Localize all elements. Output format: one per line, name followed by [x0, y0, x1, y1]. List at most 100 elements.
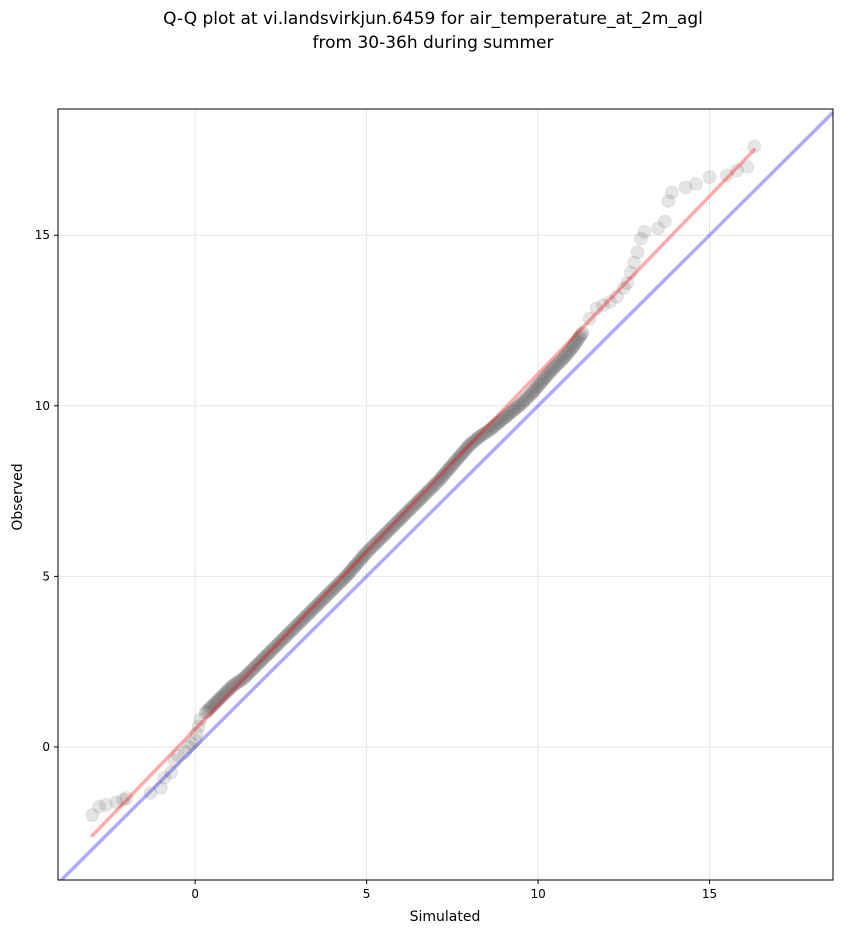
data-point: [380, 525, 395, 540]
data-point: [364, 541, 379, 556]
data-point: [472, 429, 487, 444]
data-point: [456, 445, 471, 460]
data-point: [167, 753, 182, 768]
data-point: [547, 360, 562, 375]
data-point: [719, 168, 734, 183]
data-point: [258, 649, 273, 664]
data-point: [557, 349, 572, 364]
data-point: [462, 438, 477, 453]
data-point: [393, 511, 408, 526]
data-point: [234, 672, 249, 687]
data-point: [318, 589, 333, 604]
data-point: [217, 686, 232, 701]
data-point: [539, 368, 554, 383]
y-axis-label: Observed: [10, 463, 26, 530]
data-point: [206, 697, 221, 712]
data-point: [491, 415, 506, 430]
data-point: [596, 298, 611, 313]
data-point: [516, 394, 531, 409]
data-point: [412, 492, 427, 507]
data-point: [566, 339, 581, 354]
data-point: [374, 530, 389, 545]
plot-area: [58, 111, 833, 880]
data-point: [330, 578, 345, 593]
data-point: [434, 470, 449, 485]
data-point: [469, 431, 484, 446]
data-point: [261, 646, 276, 661]
data-point: [268, 639, 283, 654]
data-point: [221, 682, 236, 697]
data-point: [213, 690, 228, 705]
data-point: [372, 532, 387, 547]
data-point: [431, 473, 446, 488]
data-point: [573, 328, 588, 343]
data-point: [227, 677, 242, 692]
data-point: [342, 564, 357, 579]
data-point: [651, 221, 666, 236]
data-point: [348, 558, 363, 573]
data-point: [214, 689, 229, 704]
data-point: [311, 597, 326, 612]
data-point: [529, 380, 544, 395]
data-point: [253, 654, 268, 669]
data-point: [555, 352, 570, 367]
data-point: [378, 526, 393, 541]
data-point: [85, 808, 100, 823]
chart-title-line-2: from 30-36h during summer: [313, 33, 554, 53]
data-point: [247, 660, 262, 675]
data-point: [203, 700, 218, 715]
data-point: [571, 332, 586, 347]
data-point: [466, 434, 481, 449]
data-point: [630, 245, 645, 260]
data-point: [497, 410, 512, 425]
data-point: [459, 441, 474, 456]
data-point: [275, 632, 290, 647]
data-point: [582, 311, 597, 326]
data-point: [252, 655, 267, 670]
data-point: [481, 423, 496, 438]
data-point: [236, 671, 251, 686]
data-point: [240, 667, 255, 682]
data-point: [341, 566, 356, 581]
data-point: [344, 563, 359, 578]
data-point: [438, 466, 453, 481]
data-point: [424, 481, 439, 496]
data-point: [511, 399, 526, 414]
data-point: [519, 391, 534, 406]
data-point: [259, 648, 274, 663]
data-point: [543, 364, 558, 379]
data-point: [319, 588, 334, 603]
data-point: [546, 361, 561, 376]
data-point: [164, 765, 179, 780]
data-point: [314, 594, 329, 609]
x-tick-label: 10: [530, 887, 545, 901]
data-point: [216, 688, 231, 703]
axis-ticks: 0 5 10 15 0 5 10 15: [35, 228, 717, 901]
data-point: [565, 340, 580, 355]
data-point: [239, 668, 254, 683]
data-point: [538, 370, 553, 385]
data-point: [550, 357, 565, 372]
data-point: [564, 342, 579, 357]
data-point: [522, 388, 537, 403]
data-point: [408, 497, 423, 512]
data-point: [572, 330, 587, 345]
data-point: [568, 335, 583, 350]
data-point: [540, 367, 555, 382]
data-point: [359, 545, 374, 560]
y-tick-label: 0: [42, 740, 50, 754]
data-point: [440, 463, 455, 478]
data-point: [191, 719, 206, 734]
data-point: [212, 692, 227, 707]
data-point: [143, 786, 158, 801]
data-point: [177, 745, 192, 760]
data-point: [463, 436, 478, 451]
data-point: [506, 403, 521, 418]
data-point: [534, 374, 549, 389]
data-point: [355, 549, 370, 564]
data-point: [415, 489, 430, 504]
data-point: [383, 522, 398, 537]
data-point: [171, 748, 186, 763]
data-point: [290, 617, 305, 632]
data-point: [365, 539, 380, 554]
